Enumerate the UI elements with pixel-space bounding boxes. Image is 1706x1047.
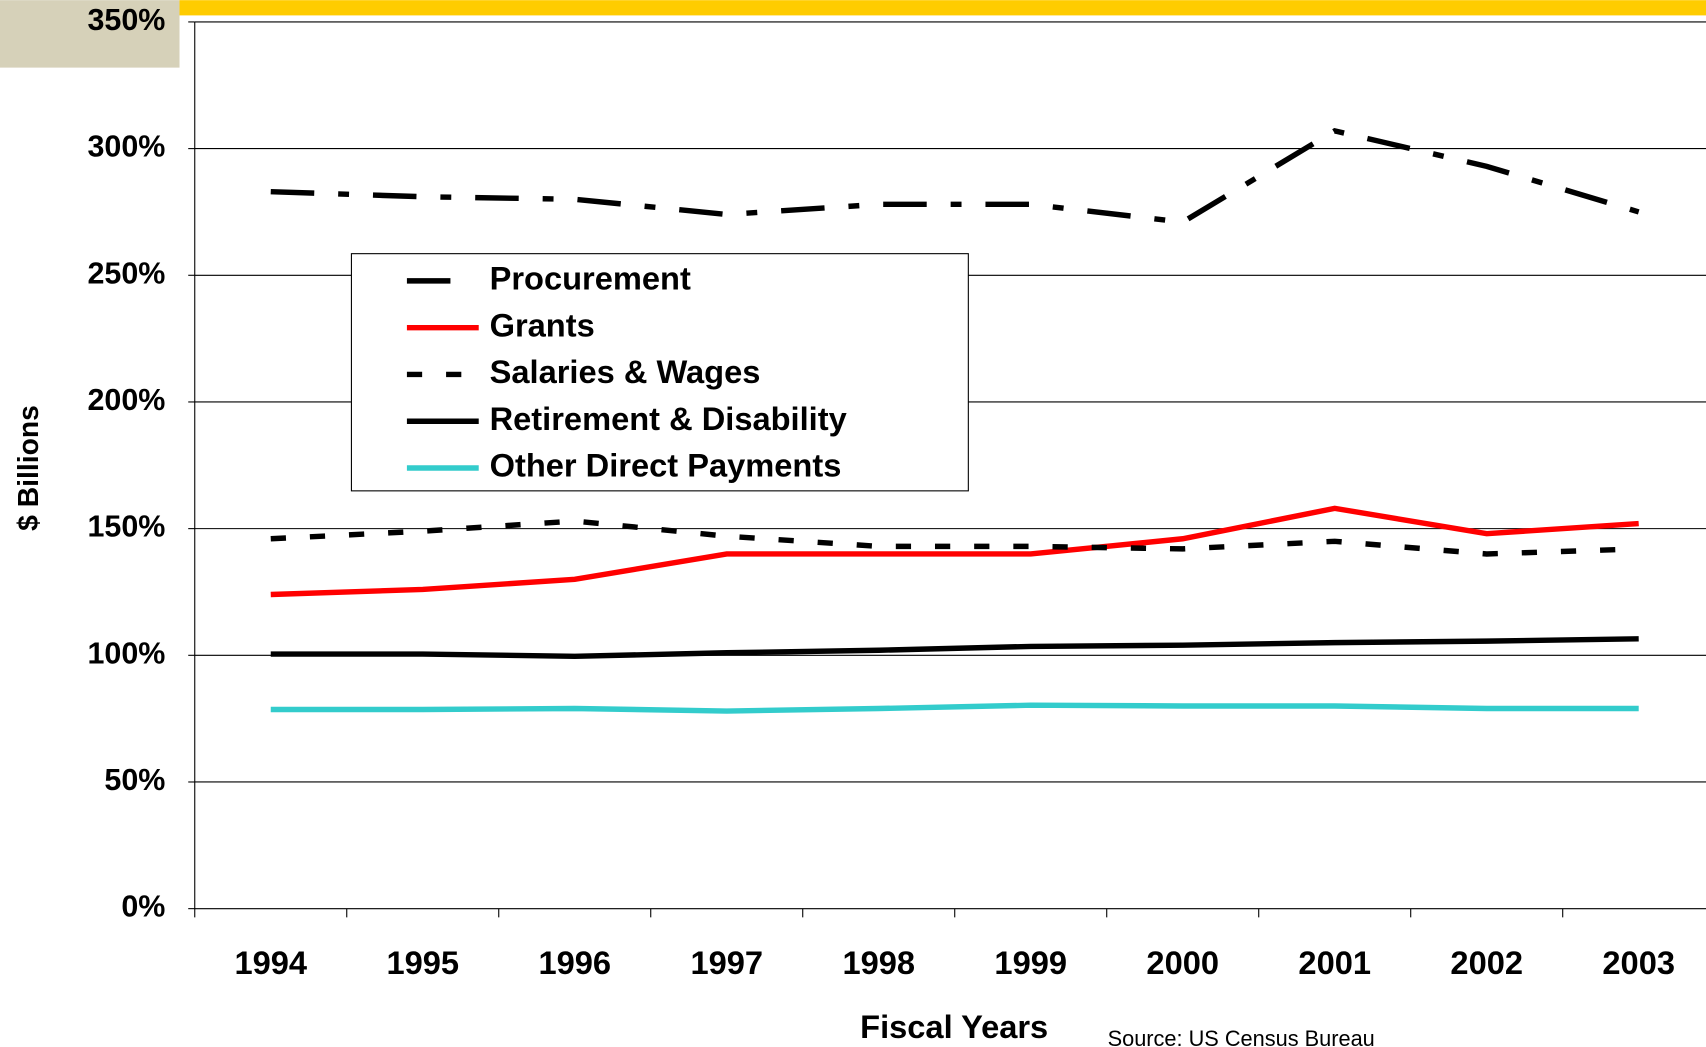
y-tick-label: 0% <box>121 890 165 924</box>
x-tick-label: 1997 <box>690 944 763 981</box>
series-line <box>270 518 1639 557</box>
x-tick-label: 1996 <box>538 944 611 981</box>
y-tick-label: 250% <box>87 256 165 290</box>
x-axis-label: Fiscal Years <box>860 1008 1048 1045</box>
y-tick-label: 200% <box>87 383 165 417</box>
x-tick-label: 1994 <box>234 944 307 981</box>
x-tick-label: 1998 <box>842 944 915 981</box>
x-tick-label: 2001 <box>1298 944 1371 981</box>
y-tick-label: 300% <box>87 130 165 164</box>
series-line <box>270 702 1639 714</box>
series-line <box>270 505 1639 598</box>
series-line <box>270 127 1640 225</box>
y-tick-label: 100% <box>87 636 165 670</box>
legend-label: Salaries & Wages <box>490 353 761 390</box>
legend-label: Procurement <box>490 259 691 296</box>
y-axis-label: $ Billions <box>12 405 44 531</box>
y-tick-label: 150% <box>87 510 165 544</box>
x-tick-label: 2003 <box>1602 944 1675 981</box>
legend-label: Grants <box>490 306 595 343</box>
x-tick-label: 2002 <box>1450 944 1523 981</box>
x-tick-label: 2000 <box>1146 944 1219 981</box>
legend-label: Other Direct Payments <box>490 447 842 484</box>
top-band <box>179 0 1706 16</box>
corner-box <box>0 0 180 68</box>
x-tick-label: 1999 <box>994 944 1067 981</box>
y-tick-label: 350% <box>87 3 165 37</box>
x-tick-label: 1995 <box>386 944 459 981</box>
legend-label: Retirement & Disability <box>490 400 847 437</box>
series-line <box>270 636 1639 660</box>
source-note: Source: US Census Bureau <box>1108 1026 1375 1047</box>
y-tick-label: 50% <box>104 763 165 797</box>
